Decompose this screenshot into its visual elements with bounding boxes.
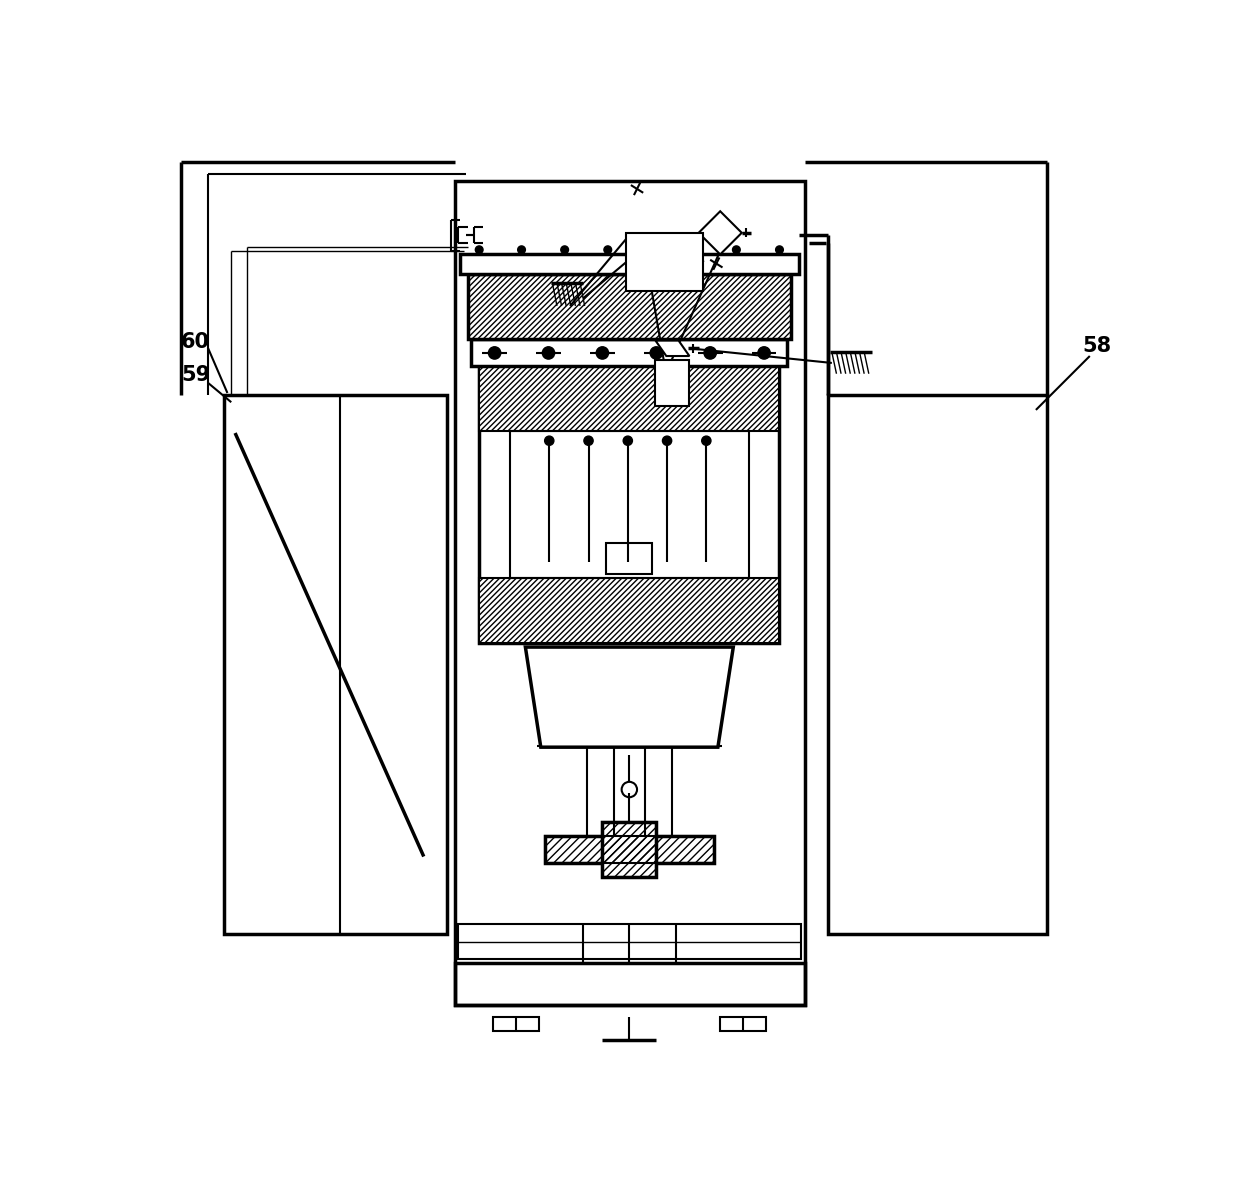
Circle shape	[646, 246, 653, 253]
Circle shape	[604, 246, 611, 253]
Bar	[479, 366, 780, 432]
Bar	[606, 543, 652, 574]
Bar	[720, 1016, 766, 1030]
Polygon shape	[656, 341, 689, 356]
Circle shape	[733, 246, 740, 253]
Bar	[455, 963, 805, 1006]
Bar	[223, 394, 446, 933]
Polygon shape	[698, 212, 742, 254]
Bar	[479, 366, 780, 644]
Circle shape	[544, 437, 554, 445]
Circle shape	[542, 347, 554, 360]
Bar	[471, 340, 787, 366]
Circle shape	[776, 246, 784, 253]
Circle shape	[662, 437, 672, 445]
Bar	[479, 577, 780, 644]
Bar	[460, 254, 799, 273]
Bar	[603, 822, 656, 877]
Circle shape	[489, 347, 501, 360]
Bar	[828, 394, 1048, 933]
Circle shape	[758, 347, 770, 360]
Circle shape	[475, 246, 484, 253]
Bar	[544, 835, 714, 862]
Bar	[455, 181, 805, 1006]
Bar	[655, 360, 689, 406]
Polygon shape	[526, 647, 733, 748]
Circle shape	[702, 437, 711, 445]
Circle shape	[704, 347, 717, 360]
Text: 60: 60	[181, 332, 211, 353]
Bar	[626, 233, 703, 291]
Bar	[603, 822, 656, 877]
Circle shape	[560, 246, 568, 253]
Circle shape	[624, 437, 632, 445]
Circle shape	[517, 246, 526, 253]
Circle shape	[596, 347, 609, 360]
Bar	[467, 273, 791, 340]
Bar	[544, 835, 714, 862]
Bar	[510, 432, 749, 577]
Bar	[494, 1016, 539, 1030]
Circle shape	[689, 246, 697, 253]
Text: 59: 59	[181, 364, 211, 384]
Circle shape	[650, 347, 662, 360]
Circle shape	[584, 437, 593, 445]
Text: 58: 58	[1083, 336, 1111, 356]
Bar	[459, 924, 801, 959]
